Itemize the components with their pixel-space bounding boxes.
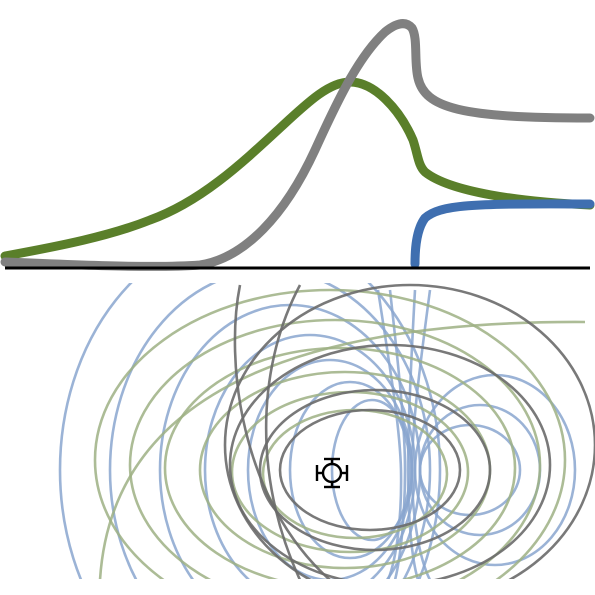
blue-field-lines xyxy=(58,283,577,579)
source-symbol-icon xyxy=(315,457,349,489)
field-panel xyxy=(58,283,595,579)
blue-profile-curve xyxy=(410,199,595,269)
green-profile-curve xyxy=(0,77,595,261)
profile-panel xyxy=(0,19,595,271)
green-field-lines xyxy=(93,288,586,579)
dark-field-lines xyxy=(223,283,595,579)
gray-profile-curve xyxy=(0,19,595,271)
